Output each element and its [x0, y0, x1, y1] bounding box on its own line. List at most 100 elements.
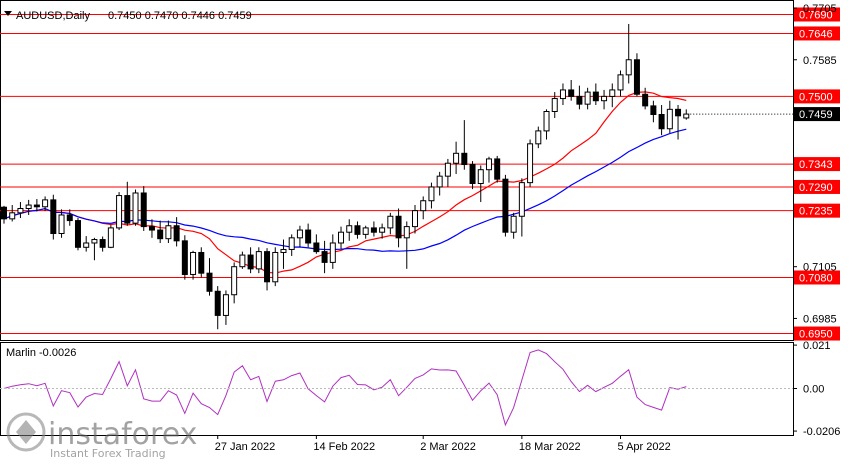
- osc-tick-label: 0.00: [803, 384, 824, 396]
- candle-body: [107, 227, 114, 248]
- candle: [272, 247, 279, 287]
- candle-body: [650, 105, 657, 116]
- level-label: 0.7690: [799, 9, 833, 21]
- level-label: 0.7646: [799, 28, 833, 40]
- candle-body: [231, 266, 238, 296]
- candle-body: [165, 225, 172, 240]
- candle-body: [642, 93, 649, 107]
- candle: [658, 105, 665, 136]
- candle: [609, 83, 616, 108]
- ma-slow-line: [3, 128, 687, 252]
- candle-body: [272, 251, 279, 283]
- candle-body: [395, 215, 402, 239]
- candle: [370, 221, 377, 237]
- candle: [83, 236, 90, 252]
- marlin-label: Marlin -0.0026: [6, 347, 76, 359]
- candle: [469, 161, 476, 190]
- candle: [173, 217, 180, 247]
- candle-body: [559, 89, 566, 100]
- level-label: 0.7343: [799, 159, 833, 171]
- candle: [444, 158, 451, 187]
- candle: [17, 202, 24, 218]
- candle-body: [157, 229, 164, 240]
- candle: [305, 223, 312, 248]
- candle-body: [321, 251, 328, 263]
- candle: [214, 286, 221, 330]
- candle: [675, 105, 682, 140]
- candle: [239, 251, 246, 269]
- candle-body: [675, 108, 682, 117]
- level-label: 0.7080: [799, 272, 833, 284]
- candle: [412, 205, 418, 234]
- candle-body: [453, 152, 460, 164]
- candle-body: [66, 214, 73, 222]
- candle: [485, 156, 492, 183]
- candle: [140, 186, 147, 231]
- level-label-bg: [794, 157, 840, 172]
- candle-body: [362, 227, 369, 235]
- level-label: 0.7290: [799, 182, 833, 194]
- candle: [387, 212, 394, 235]
- candle: [543, 109, 550, 140]
- candle: [66, 209, 73, 226]
- candle-body: [609, 89, 616, 97]
- candle: [116, 192, 123, 231]
- candle-body: [42, 199, 49, 208]
- dropdown-triangle-icon[interactable]: [4, 11, 12, 16]
- candle-body: [420, 200, 427, 212]
- price-tick-label: 0.7705: [803, 3, 837, 15]
- candle-body: [666, 108, 673, 130]
- candle: [9, 205, 16, 222]
- candlestick-series: [1, 23, 690, 330]
- candle-body: [461, 152, 468, 166]
- candle-body: [17, 208, 24, 214]
- osc-tick-label: 0.021: [803, 340, 831, 352]
- candle: [510, 212, 517, 239]
- candle: [222, 290, 229, 325]
- candle: [42, 196, 49, 212]
- candle-body: [280, 248, 287, 253]
- candle: [551, 92, 558, 118]
- candle-body: [633, 59, 640, 95]
- candle: [642, 87, 649, 110]
- level-label: 0.7500: [799, 91, 833, 103]
- candle-body: [239, 254, 246, 268]
- candle: [58, 209, 65, 238]
- candle: [91, 237, 98, 261]
- candle: [329, 234, 336, 269]
- candle: [666, 100, 673, 134]
- candle-body: [543, 110, 550, 132]
- candle: [132, 189, 139, 226]
- candle-body: [584, 91, 591, 105]
- candle-body: [288, 237, 295, 250]
- candle-body: [527, 143, 534, 184]
- watermark-tagline: Instant Forex Trading: [50, 447, 166, 460]
- candle: [453, 141, 460, 175]
- candle: [157, 220, 164, 243]
- candle-body: [264, 251, 271, 283]
- candle: [25, 199, 32, 215]
- level-label-bg: [794, 26, 840, 41]
- candle: [428, 182, 435, 209]
- candle-body: [222, 294, 229, 316]
- candle-body: [74, 220, 81, 248]
- candle-body: [428, 186, 435, 202]
- candle-body: [510, 215, 517, 233]
- price-axis: 0.7705 0.7585 0.7105 0.6985 0.7459: [690, 3, 840, 325]
- candle: [559, 83, 566, 106]
- candle: [584, 87, 591, 110]
- ohlc-readout: 0.7450 0.7470 0.7446 0.7459: [108, 10, 252, 22]
- candle: [395, 208, 402, 248]
- time-tick-label: 5 Apr 2022: [618, 441, 671, 453]
- candle: [436, 171, 443, 196]
- candle-body: [116, 195, 123, 229]
- candle-body: [132, 192, 139, 224]
- candle: [346, 219, 353, 241]
- candle-body: [247, 254, 254, 270]
- candle-body: [58, 214, 65, 235]
- ma-fast-line: [3, 91, 687, 274]
- marlin-oscillator: Marlin -0.0026 0.021 0.00 -0.0206: [0, 340, 840, 438]
- candle-body: [387, 215, 394, 229]
- last-price-label: 0.7459: [799, 109, 833, 121]
